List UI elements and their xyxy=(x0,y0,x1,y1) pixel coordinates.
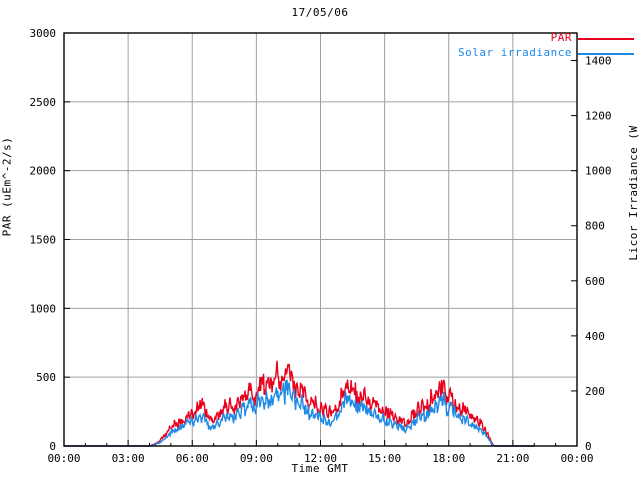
y-axis-left-tick-label: 500 xyxy=(36,371,56,384)
y-axis-left-tick-label: 1500 xyxy=(30,234,57,247)
y-axis-right-tick-label: 1400 xyxy=(585,55,612,68)
series-line-solar-irradiance xyxy=(64,379,535,447)
y-axis-left-tick-label: 2500 xyxy=(30,96,57,109)
x-axis-tick-label: 18:00 xyxy=(432,452,465,465)
x-axis-tick-label: 21:00 xyxy=(496,452,529,465)
y-axis-right-tick-label: 800 xyxy=(585,220,605,233)
y-axis-right-tick-label: 1200 xyxy=(585,110,612,123)
y-axis-right-tick-label: 0 xyxy=(585,440,592,453)
x-axis-label: Time GMT xyxy=(291,462,349,475)
legend-swatch-solar xyxy=(578,53,634,55)
x-axis-tick-label: 00:00 xyxy=(560,452,593,465)
tick-labels-layer: 0 500 1000 1500 2000 2500 3000 0 200 400 600 800 100… xyxy=(30,27,612,465)
grid-layer xyxy=(64,33,577,446)
plot-frame-rect xyxy=(63,32,578,447)
legend-item-solar-label: Solar irradiance xyxy=(458,46,572,59)
x-axis-tick-label: 09:00 xyxy=(240,452,273,465)
x-axis-tick-label: 12:00 xyxy=(304,452,337,465)
y-axis-right-tick-label: 600 xyxy=(585,275,605,288)
y-axis-right-label: Licor Irradiance (W m^-2) xyxy=(627,125,640,261)
x-axis-tick-label: 03:00 xyxy=(112,452,145,465)
y-axis-right-tick-label: 200 xyxy=(585,385,605,398)
plot-frame xyxy=(63,32,578,447)
y-axis-right-tick-label: 1000 xyxy=(585,165,612,178)
series-line-par xyxy=(64,360,535,447)
y-axis-left-tick-label: 2000 xyxy=(30,165,57,178)
legend-item-par-label: PAR xyxy=(550,31,572,44)
page-title: 17/05/06 xyxy=(291,6,349,19)
y-axis-right-tick-label: 400 xyxy=(585,330,605,343)
series-layer xyxy=(64,360,535,447)
x-axis-tick-label: 15:00 xyxy=(368,452,401,465)
x-axis-tick-label: 06:00 xyxy=(176,452,209,465)
y-axis-left-tick-label: 0 xyxy=(49,440,56,453)
y-axis-left-label: PAR (uEm^-2/s) xyxy=(0,136,14,237)
legend-swatch-par xyxy=(578,38,634,40)
y-axis-left-tick-label: 1000 xyxy=(30,302,57,315)
x-axis-tick-label: 00:00 xyxy=(47,452,80,465)
y-axis-left-tick-label: 3000 xyxy=(30,27,57,40)
